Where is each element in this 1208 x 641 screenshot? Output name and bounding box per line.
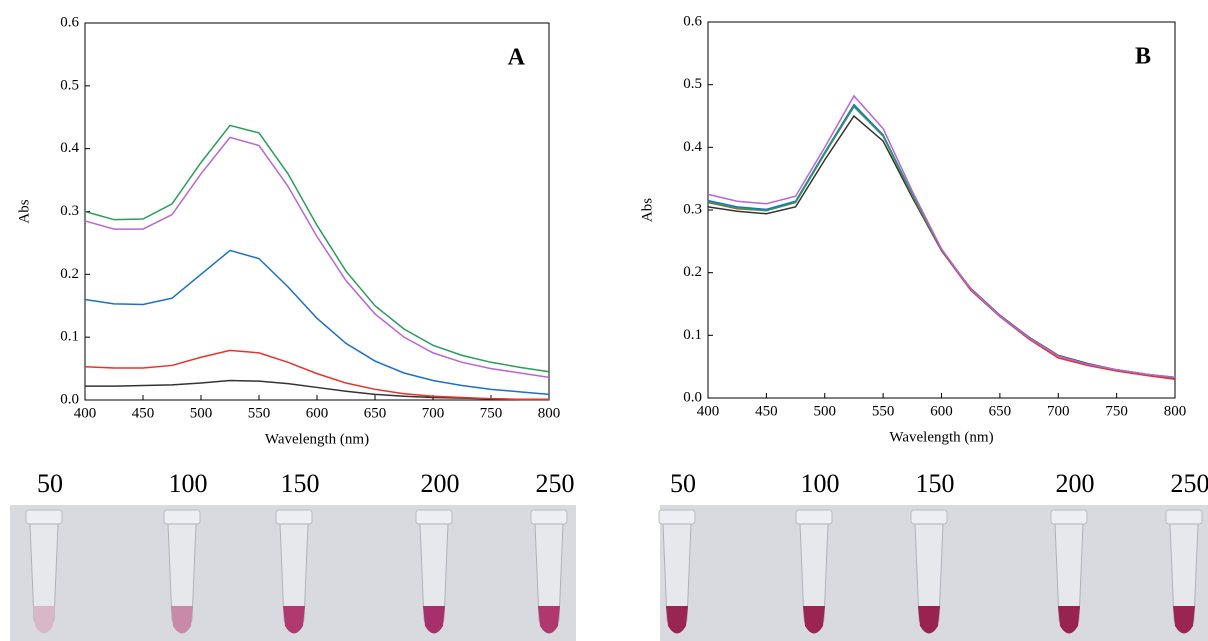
tube-liquid [171, 606, 193, 634]
x-tick-label: 450 [132, 405, 155, 421]
x-axis-label: Wavelength (nm) [889, 429, 993, 445]
y-tick-label: 0.5 [683, 76, 702, 92]
series-line [84, 136, 550, 379]
tube-label: 200 [1056, 469, 1095, 498]
x-tick-label: 650 [989, 403, 1012, 419]
tube-cap [163, 509, 201, 525]
y-tick-label: 0.4 [60, 140, 79, 156]
series-line [707, 114, 1176, 379]
y-tick-label: 0.1 [683, 327, 702, 343]
plot-frame [707, 21, 1176, 399]
tube-cap [658, 509, 696, 525]
tube-label: 50 [670, 469, 696, 498]
series-line [707, 105, 1176, 380]
x-tick-label: 450 [755, 403, 778, 419]
y-tick-label: 0.1 [60, 329, 79, 345]
y-tick-label: 0.3 [683, 201, 702, 217]
y-tick-label: 0.2 [683, 264, 702, 280]
series-line [707, 94, 1176, 379]
x-tick-label: 400 [697, 403, 720, 419]
tube-label: 250 [536, 469, 575, 498]
tube-label: 150 [916, 469, 955, 498]
tube-liquid [423, 606, 445, 634]
x-tick-label: 400 [74, 405, 97, 421]
tube-label: 150 [281, 469, 320, 498]
plot-frame [84, 22, 550, 401]
x-tick-label: 600 [306, 405, 329, 421]
tube-cap [795, 509, 833, 525]
series-line [707, 105, 1176, 379]
series-line [707, 103, 1176, 379]
tube-liquid [1173, 606, 1195, 634]
tube-cap [275, 509, 313, 525]
tube-label: 100 [169, 469, 208, 498]
tube-liquid [538, 606, 560, 634]
x-tick-label: 800 [538, 405, 561, 421]
y-axis-label: Abs [639, 198, 655, 222]
x-tick-label: 500 [814, 403, 837, 419]
x-tick-label: 550 [872, 403, 895, 419]
tube-cap [910, 509, 948, 525]
tube-cap [25, 509, 63, 525]
y-tick-label: 0.3 [60, 203, 79, 219]
x-tick-label: 750 [1105, 403, 1128, 419]
tube-label: 250 [1171, 469, 1208, 498]
x-tick-label: 700 [422, 405, 445, 421]
series-line [84, 349, 549, 401]
y-tick-label: 0.0 [683, 389, 702, 405]
y-tick-label: 0.2 [60, 266, 79, 282]
tube-liquid [918, 606, 940, 634]
x-tick-label: 550 [248, 405, 271, 421]
panel-label: A [508, 45, 526, 71]
series-line [84, 249, 550, 396]
y-tick-label: 0.0 [60, 391, 79, 407]
tube-cap [530, 509, 568, 525]
y-tick-label: 0.6 [60, 14, 79, 30]
x-tick-label: 700 [1047, 403, 1070, 419]
tube-cap [1165, 509, 1203, 525]
y-tick-label: 0.5 [60, 77, 79, 93]
tube-liquid [283, 606, 305, 634]
tube-label: 50 [37, 469, 63, 498]
y-tick-label: 0.6 [683, 13, 702, 29]
x-tick-label: 750 [480, 405, 503, 421]
x-tick-label: 650 [364, 405, 387, 421]
tube-liquid [1058, 606, 1080, 634]
x-axis-label: Wavelength (nm) [265, 431, 369, 447]
panel-label: B [1135, 44, 1151, 70]
y-tick-label: 0.4 [683, 139, 702, 155]
x-tick-label: 600 [930, 403, 953, 419]
tube-liquid [666, 606, 688, 634]
tube-label: 200 [421, 469, 460, 498]
tube-liquid [803, 606, 825, 634]
tube-liquid [33, 606, 55, 634]
x-tick-label: 500 [190, 405, 213, 421]
tube-label: 100 [801, 469, 840, 498]
y-axis-label: Abs [16, 199, 32, 223]
tube-cap [415, 509, 453, 525]
series-line [84, 124, 550, 373]
tube-cap [1050, 509, 1088, 525]
x-tick-label: 800 [1164, 403, 1187, 419]
